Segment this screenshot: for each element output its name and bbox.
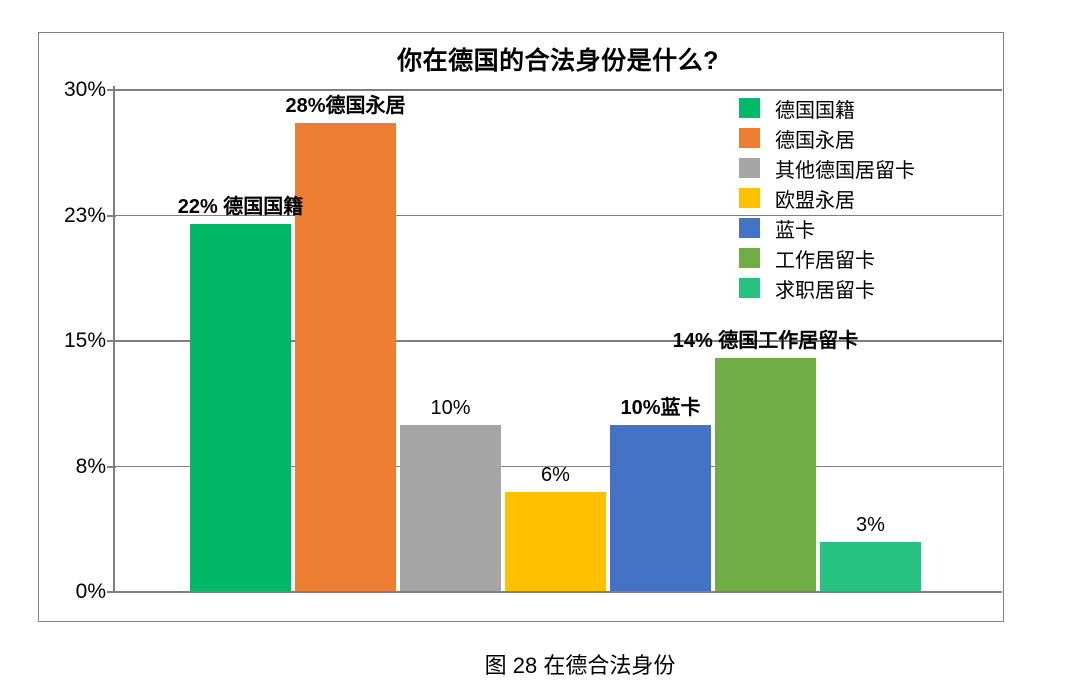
bar-label-德国国籍: 22% 德国国籍 [177, 195, 304, 218]
y-axis-tick [107, 89, 116, 91]
legend-label: 德国国籍 [775, 99, 855, 122]
gridline [114, 89, 1002, 91]
bar-label-蓝卡: 10%蓝卡 [620, 396, 701, 419]
legend-swatch-icon [739, 218, 760, 238]
legend-label: 工作居留卡 [775, 249, 875, 272]
plot-area: 0% 8% 15% 23% 30% 22% 德国国籍 28%德国永居 10% 6% 10%蓝卡 14… [64, 78, 1002, 603]
y-axis-tick [107, 340, 116, 342]
bar-label-求职居留卡: 3% [856, 513, 885, 536]
bar-label-其他德国居留卡: 10% [430, 396, 471, 419]
y-axis-line [113, 86, 115, 593]
bar-label-欧盟永居: 6% [541, 463, 570, 486]
gridline [114, 465, 1002, 467]
legend-label: 蓝卡 [775, 219, 815, 242]
legend-swatch-icon [739, 278, 760, 298]
legend-swatch-icon [739, 128, 760, 148]
chart-frame: 你在德国的合法身份是什么? 0% 8% 15% 23% 30% 22% 德国国籍 28%德国… [38, 32, 1004, 622]
legend-label: 德国永居 [775, 129, 855, 152]
y-axis-label: 0% [75, 580, 106, 603]
y-axis-label: 30% [63, 78, 106, 101]
legend-swatch-icon [739, 98, 760, 118]
legend-label: 求职居留卡 [775, 279, 875, 302]
legend-swatch-icon [739, 248, 760, 268]
bar-德国永居 [295, 123, 396, 592]
y-axis-label: 23% [63, 203, 106, 227]
bar-其他德国居留卡 [400, 424, 501, 592]
bar-蓝卡 [610, 424, 711, 592]
legend: 德国国籍德国永居其他德国居留卡 欧盟永居蓝卡工作居留卡求职居留卡 [739, 93, 915, 303]
legend-item-蓝卡: 蓝卡 [739, 213, 915, 243]
legend-item-其他德国居留卡: 其他德国居留卡 [739, 153, 915, 183]
legend-swatch-icon [739, 188, 760, 208]
legend-item-德国永居: 德国永居 [739, 123, 915, 153]
gridline [114, 214, 1002, 216]
y-axis-tick [107, 591, 116, 593]
y-axis-label: 8% [75, 454, 106, 478]
legend-item-德国国籍: 德国国籍 [739, 93, 915, 123]
legend-item-工作居留卡: 工作居留卡 [739, 243, 915, 273]
bar-求职居留卡 [820, 541, 921, 592]
gridline [114, 340, 1002, 342]
bar-德国国籍 [190, 223, 291, 592]
chart-title: 你在德国的合法身份是什么? [397, 47, 719, 75]
legend-swatch-icon [739, 158, 760, 178]
legend-label: 欧盟永居 [775, 189, 855, 212]
legend-label: 其他德国居留卡 [775, 159, 915, 182]
bar-label-德国永居: 28%德国永居 [285, 95, 406, 118]
bar-欧盟永居 [505, 491, 606, 592]
legend-item-求职居留卡: 求职居留卡 [739, 273, 915, 303]
gridline [114, 591, 1002, 593]
bar-label-工作居留卡: 14% 德国工作居留卡 [672, 329, 859, 352]
figure-caption: 图 28 在德合法身份 [484, 653, 676, 678]
bar-工作居留卡 [715, 357, 816, 592]
y-axis-tick [107, 214, 116, 217]
y-axis-label: 15% [63, 329, 106, 352]
y-axis-tick [107, 465, 116, 468]
legend-item-欧盟永居: 欧盟永居 [739, 183, 915, 213]
